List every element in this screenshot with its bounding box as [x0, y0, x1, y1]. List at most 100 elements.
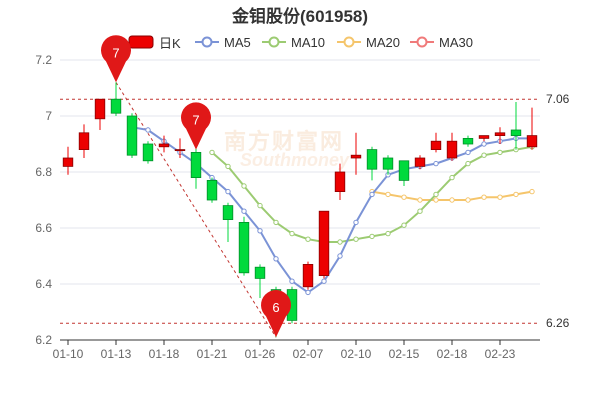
ma5-point — [289, 278, 295, 284]
ma10-point — [385, 230, 391, 237]
ma5-point — [273, 256, 279, 262]
reference-line-label: 6.26 — [546, 316, 570, 330]
ma10-point — [289, 230, 295, 237]
ma5-point — [481, 141, 487, 147]
ma10-point — [225, 163, 231, 170]
ma5-line — [131, 126, 532, 294]
candle-body — [78, 132, 90, 151]
candle-body — [430, 140, 442, 150]
ma5-point — [257, 228, 263, 234]
ma5-point — [321, 278, 327, 284]
ma10-point — [273, 219, 279, 226]
legend-ma30-swatch — [410, 36, 434, 48]
mark-pin-label: 7 — [112, 45, 119, 60]
candle-body — [366, 149, 378, 170]
y-tick-label: 6.2 — [35, 333, 52, 347]
legend-item-ma5[interactable]: MA5 — [195, 32, 251, 52]
ma10-point — [257, 202, 263, 209]
candle-body — [62, 157, 74, 167]
ma20-point — [433, 197, 439, 203]
ma10-point — [481, 152, 487, 158]
mark-pin-label: 6 — [272, 300, 279, 315]
reference-line-label: 7.06 — [546, 92, 570, 106]
ma10-point — [353, 236, 359, 242]
mark-pin — [181, 102, 212, 150]
legend-item-ma10[interactable]: MA10 — [262, 32, 325, 52]
candle-body — [462, 137, 474, 145]
legend-item-ma20[interactable]: MA20 — [337, 32, 400, 52]
ma5-point — [305, 289, 311, 296]
ma10-point — [433, 191, 439, 198]
legend-ma20-swatch — [337, 36, 361, 48]
x-tick-label: 02-23 — [485, 347, 516, 361]
candle-body — [190, 151, 202, 178]
ma5-point — [225, 188, 231, 195]
candle-body — [494, 132, 506, 137]
ma20-point — [401, 194, 407, 200]
x-tick-label: 02-10 — [341, 347, 372, 361]
legend-label-ma30: MA30 — [439, 34, 473, 50]
ma20-point — [417, 197, 423, 203]
candle-body — [142, 143, 154, 162]
candle-body — [510, 129, 522, 136]
legend-label-ma10: MA10 — [291, 34, 325, 50]
x-tick-label: 02-07 — [293, 347, 324, 361]
candle-body — [350, 154, 362, 159]
legend-label-ma5: MA5 — [224, 34, 251, 50]
candle-body — [334, 171, 346, 193]
chart-legend: 日K MA5 MA10 MA20 MA30 — [0, 32, 600, 52]
ma5-point — [369, 191, 375, 198]
legend-label-ma20: MA20 — [366, 34, 400, 50]
y-tick-label: 7.2 — [35, 53, 52, 67]
trend-line — [115, 82, 277, 338]
candle-body — [238, 221, 250, 274]
ma10-point — [337, 239, 343, 245]
mark-pin — [100, 35, 131, 83]
candle-body — [126, 115, 138, 156]
candle-body — [94, 98, 106, 120]
ma10-point — [241, 183, 247, 189]
ma10-point — [497, 149, 503, 156]
candle-body — [206, 179, 218, 201]
ma20-point — [497, 194, 503, 200]
candle-body — [446, 140, 458, 159]
candle-body — [526, 135, 538, 148]
candle-body — [254, 266, 266, 279]
x-tick-label: 01-18 — [149, 347, 180, 361]
legend-item-dayk[interactable]: 日K — [128, 32, 181, 52]
ma10-point — [417, 208, 423, 214]
x-tick-label: 01-13 — [101, 347, 132, 361]
y-tick-label: 6.8 — [35, 165, 52, 179]
mark-pin — [261, 290, 291, 338]
x-tick-label: 01-10 — [53, 347, 84, 361]
ma20-point — [529, 188, 535, 195]
ma5-point — [241, 208, 247, 214]
x-tick-label: 01-26 — [245, 347, 276, 361]
candle-body — [318, 210, 330, 276]
candle-body — [478, 135, 490, 139]
candle-body — [398, 160, 410, 181]
ma10-point — [465, 160, 471, 167]
ma5-point — [337, 253, 343, 259]
ma10-point — [369, 233, 375, 240]
y-tick-label: 7 — [45, 109, 52, 123]
candle-body — [414, 157, 426, 167]
y-tick-label: 6.4 — [35, 277, 52, 291]
ma10-point — [401, 222, 407, 228]
candle-body — [302, 263, 314, 288]
legend-dayk-swatch — [128, 35, 154, 49]
x-tick-label: 02-18 — [437, 347, 468, 361]
watermark-en: Southmoney — [240, 150, 350, 170]
ma10-point — [305, 236, 311, 242]
legend-label-dayk: 日K — [159, 35, 181, 51]
ma5-point — [433, 160, 439, 167]
candle-body — [158, 143, 170, 148]
legend-item-ma30[interactable]: MA30 — [410, 32, 473, 52]
ma5-point — [465, 149, 471, 156]
ma20-point — [449, 197, 455, 203]
mark-pin-label: 7 — [192, 113, 199, 128]
x-tick-label: 02-15 — [389, 347, 420, 361]
chart-title: 金钼股份(601958) — [231, 7, 369, 26]
